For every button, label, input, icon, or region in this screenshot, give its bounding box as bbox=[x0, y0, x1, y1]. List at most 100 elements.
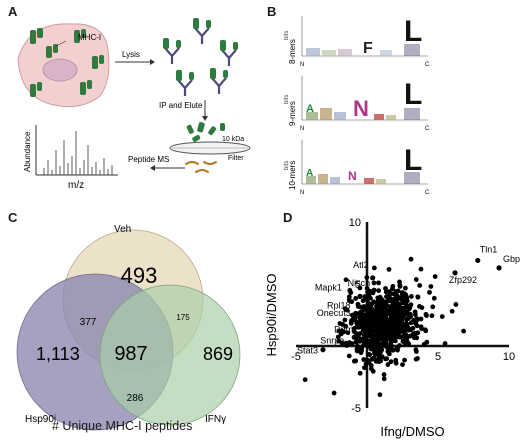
labeled-point-tln1 bbox=[475, 257, 481, 264]
scatter-point bbox=[361, 339, 367, 345]
logo-n-9: N bbox=[300, 126, 304, 132]
venn-label-ifn: IFNγ bbox=[205, 414, 226, 425]
scatter-point bbox=[412, 309, 418, 315]
scatter-point bbox=[409, 294, 414, 299]
scatter-point bbox=[419, 305, 425, 311]
scatter-point bbox=[413, 277, 419, 282]
scatter-point bbox=[389, 302, 395, 308]
bits-label-9: bits bbox=[284, 95, 290, 104]
mhc-label: MHC-I bbox=[78, 33, 101, 42]
mhc-molecules-on-cell bbox=[30, 28, 104, 97]
cell-nucleus bbox=[42, 58, 78, 82]
scatter-point bbox=[353, 312, 358, 318]
scatter-point bbox=[413, 347, 419, 353]
venn-count-all: 987 bbox=[114, 343, 147, 365]
y-tick-label: 10 bbox=[349, 217, 361, 229]
scatter-point bbox=[404, 322, 410, 328]
scatter-point bbox=[391, 297, 397, 303]
scatter-point bbox=[394, 346, 399, 352]
scatter-point bbox=[359, 318, 364, 323]
scatter-point bbox=[365, 296, 370, 302]
scatter-point bbox=[415, 356, 420, 361]
scatter-point bbox=[428, 284, 434, 289]
panel-letter-d: D bbox=[283, 210, 293, 225]
scatter-point bbox=[399, 311, 405, 317]
scatter-point bbox=[408, 320, 414, 326]
scatter-point bbox=[365, 302, 371, 308]
logo-10mers: A N L N C bbox=[300, 140, 430, 196]
scatter-point bbox=[395, 321, 401, 326]
logo-glyph-f: F bbox=[363, 40, 373, 57]
scatter-point bbox=[417, 283, 423, 288]
scatter-point bbox=[354, 321, 360, 327]
scatter-point bbox=[386, 351, 392, 357]
scatter-point bbox=[371, 280, 377, 286]
logo-glyph-l-8: L bbox=[404, 15, 422, 48]
scatter-point bbox=[364, 333, 370, 339]
panel-letter-b: B bbox=[267, 4, 277, 19]
logo-row-label-9: 9-mers bbox=[288, 101, 297, 126]
venn-count-veh-only: 493 bbox=[121, 263, 158, 288]
scatter-point bbox=[386, 294, 392, 299]
venn-count-veh-hsp: 377 bbox=[80, 317, 97, 328]
panel-b-logos: 8-mers 9-mers 10-mers F L N C A N L N C … bbox=[284, 15, 430, 196]
scatter-point bbox=[353, 296, 359, 301]
scatter-point bbox=[386, 267, 392, 272]
scatter-point bbox=[353, 358, 359, 364]
scatter-point bbox=[337, 321, 343, 326]
venn-count-hsp-only: 1,113 bbox=[36, 344, 80, 364]
scatter-point bbox=[369, 338, 375, 344]
point-label-onecut3: Onecut3 bbox=[317, 308, 351, 318]
scatter-point bbox=[442, 341, 448, 346]
point-label-nisch: Nisch bbox=[348, 278, 371, 288]
scatter-point bbox=[345, 330, 351, 336]
mz-label: m/z bbox=[68, 180, 84, 191]
logo-c-9: C bbox=[425, 126, 430, 132]
scatter-point bbox=[360, 298, 366, 304]
scatter-point bbox=[383, 289, 389, 295]
venn-circle-ifn bbox=[99, 284, 241, 426]
logo-glyph-n-9: N bbox=[353, 96, 369, 121]
scatter-point bbox=[364, 308, 369, 314]
scatter-point bbox=[407, 333, 413, 339]
scatter-point bbox=[404, 295, 410, 301]
scatter-point bbox=[377, 294, 383, 300]
scatter-point bbox=[405, 327, 411, 333]
scatter-point bbox=[401, 333, 407, 339]
scatter-point bbox=[429, 313, 435, 319]
point-label-rpl18: Rpl18 bbox=[327, 300, 351, 310]
scatter-point bbox=[383, 356, 389, 362]
scatter-point bbox=[403, 301, 409, 307]
scatter-point bbox=[397, 343, 402, 348]
labeled-point-dnm1 bbox=[361, 326, 367, 332]
scatter-y-label: Hsp90i/DMSO bbox=[264, 273, 279, 356]
scatter-point bbox=[369, 356, 375, 362]
scatter-point bbox=[400, 294, 406, 300]
point-label-dnm1: Dnm1 bbox=[334, 325, 358, 335]
panel-letter-a: A bbox=[8, 4, 18, 19]
scatter-point bbox=[453, 302, 459, 307]
scatter-point bbox=[331, 390, 337, 396]
scatter-point bbox=[361, 321, 367, 327]
scatter-point bbox=[390, 283, 396, 289]
svg-text:A: A bbox=[306, 103, 314, 115]
labeled-point-onecut3 bbox=[360, 313, 366, 319]
x-tick-label: -5 bbox=[291, 351, 301, 363]
scatter-point bbox=[364, 318, 370, 323]
y-tick-label: -5 bbox=[351, 403, 361, 415]
labeled-point-stat3 bbox=[320, 347, 326, 353]
x-tick-label: 5 bbox=[435, 351, 441, 363]
logo-c-10: C bbox=[425, 190, 430, 196]
scatter-point bbox=[449, 308, 455, 314]
logo-8mers: F L N C bbox=[300, 15, 430, 68]
scatter-point bbox=[363, 361, 369, 367]
scatter-point bbox=[402, 357, 407, 363]
scatter-point bbox=[353, 338, 359, 344]
scatter-point bbox=[374, 342, 379, 348]
venn-label-hsp: Hsp90i bbox=[25, 414, 56, 425]
logo-n-8: N bbox=[300, 62, 304, 68]
scatter-point bbox=[378, 345, 384, 351]
scatter-point bbox=[382, 316, 387, 322]
scatter-point bbox=[383, 302, 388, 308]
scatter-point bbox=[374, 303, 380, 309]
